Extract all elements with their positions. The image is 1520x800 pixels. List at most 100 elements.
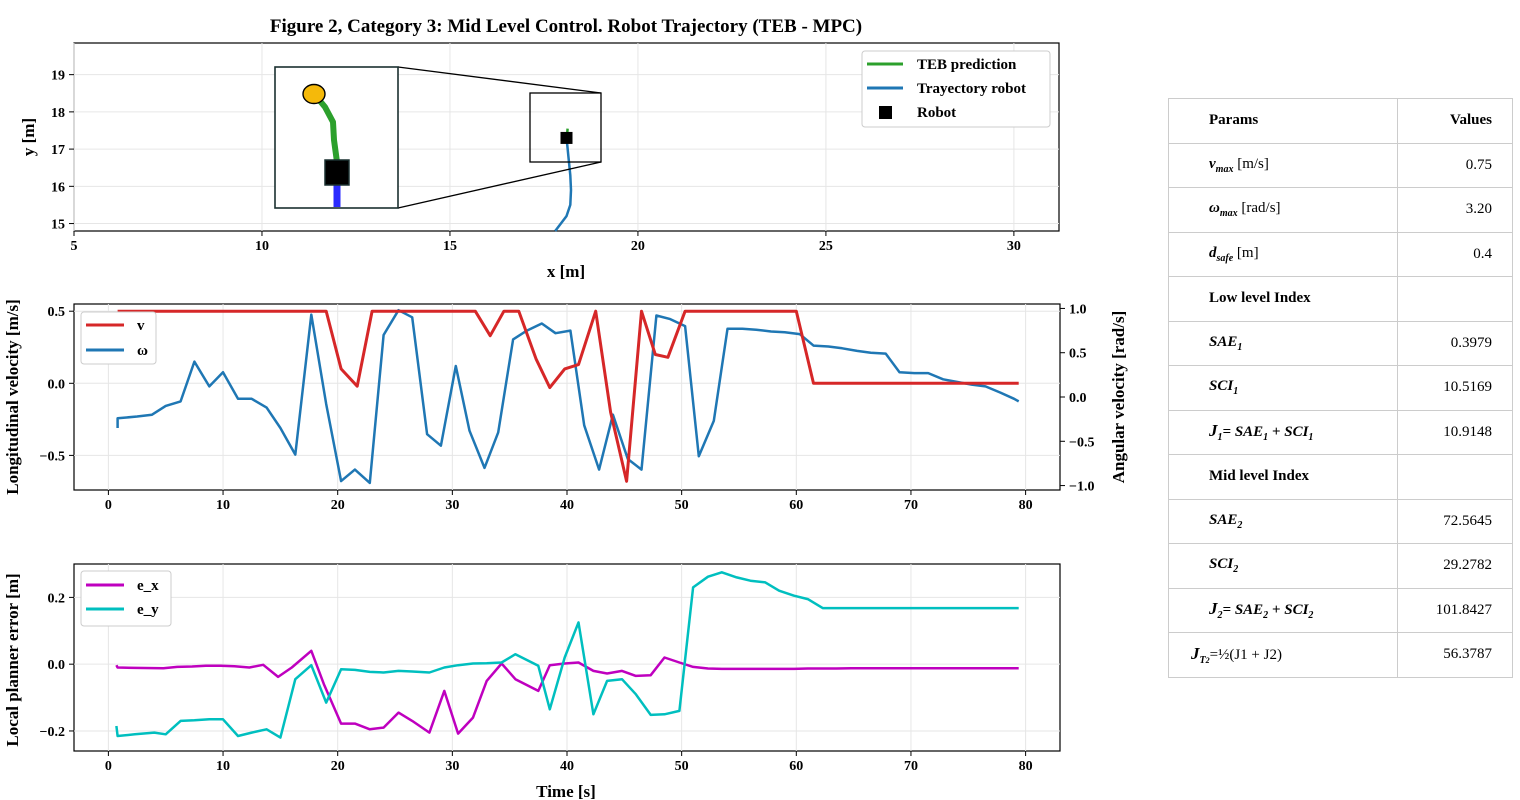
legend-ey-label: e_y	[137, 602, 159, 618]
trajectory-xtick-label: 30	[1007, 239, 1021, 254]
table-row: SCI2 29.2782	[1168, 543, 1513, 589]
empty-cell	[1397, 276, 1513, 322]
angular-ytick-label: 0.5	[1069, 347, 1087, 362]
trajectory-xlabel: x [m]	[547, 262, 585, 281]
error-legend: e_x e_y	[80, 570, 172, 627]
velocity-ytick-label: 0.5	[48, 305, 66, 320]
table-row: dsafe [m] 0.4	[1168, 231, 1513, 277]
index-sae2: SAE2	[1168, 498, 1398, 544]
zoom-inset	[274, 66, 399, 209]
velocity-xtick-label: 70	[904, 498, 918, 513]
velocity-panel: 0 10 20 30 40 50 60 70 80 −0.5 0.0 0.5 −1.0 −0.5 0.0 0.…	[3, 299, 1128, 513]
velocity-xtick-label: 30	[445, 498, 459, 513]
zoom-connector-top	[397, 66, 602, 94]
error-xtick-label: 70	[904, 759, 918, 774]
mid-level-title: Mid level Index	[1168, 454, 1398, 500]
error-ylabel: Local planner error [m]	[3, 573, 22, 746]
table-row: vmax [m/s] 0.75	[1168, 142, 1513, 188]
velocity-ylabel-left: Longitudinal velocity [m/s]	[3, 299, 22, 495]
error-xtick-label: 40	[560, 759, 574, 774]
error-ytick-label: −0.2	[40, 725, 65, 740]
params-table: Params Values vmax [m/s] 0.75 ωmax [rad/…	[1168, 98, 1513, 678]
value-sci2: 29.2782	[1397, 543, 1513, 589]
error-xtick-label: 50	[675, 759, 689, 774]
angular-ytick-label: 0.0	[1069, 391, 1087, 406]
header-values: Values	[1397, 98, 1513, 144]
v-line	[117, 309, 1019, 483]
error-panel: 0 10 20 30 40 50 60 70 80 −0.2 0.0 0.2 Time [s] Loc…	[3, 563, 1061, 800]
velocity-legend: v ω	[80, 311, 157, 365]
error-ytick-label: 0.2	[48, 591, 66, 606]
index-j2: J2= SAE2 + SCI2	[1168, 587, 1398, 633]
velocity-ylabel-right: Angular velocity [rad/s]	[1109, 311, 1128, 484]
error-xlabel: Time [s]	[536, 782, 596, 800]
velocity-xtick-label: 20	[331, 498, 345, 513]
inset-teb-path	[312, 93, 340, 163]
legend-robot-label: Robot	[917, 105, 956, 121]
velocity-xtick-label: 60	[789, 498, 803, 513]
trajectory-xtick-label: 15	[443, 239, 457, 254]
angular-ytick-label: −0.5	[1069, 435, 1094, 450]
trajectory-xtick-label: 5	[71, 239, 78, 254]
index-jt2: JT2=½(J1 + J2)	[1168, 632, 1398, 678]
inset-goal-marker	[302, 83, 326, 105]
table-row: SAE1 0.3979	[1168, 320, 1513, 366]
trajectory-ytick-label: 18	[51, 106, 65, 121]
legend-robot-swatch	[879, 106, 892, 119]
error-xtick-label: 10	[216, 759, 230, 774]
index-j1: J1= SAE1 + SCI1	[1168, 409, 1398, 455]
table-row: SCI1 10.5169	[1168, 365, 1513, 411]
table-header-row: Params Values	[1168, 98, 1513, 144]
inset-robot-marker	[324, 159, 350, 186]
table-row: J1= SAE1 + SCI1 10.9148	[1168, 409, 1513, 455]
velocity-ytick-label: −0.5	[40, 449, 65, 464]
value-j2: 101.8427	[1397, 587, 1513, 633]
zoom-region-box	[529, 92, 602, 163]
param-vmax: vmax [m/s]	[1168, 142, 1398, 188]
value-jt2: 56.3787	[1397, 632, 1513, 678]
trajectory-panel: 5 10 15 20 25 30 15 16 17 18 19 x [m] y [m] TEB pr…	[19, 42, 1060, 281]
value-sci1: 10.5169	[1397, 365, 1513, 411]
legend-trajectory-label: Trayectory robot	[917, 81, 1026, 97]
trajectory-ytick-label: 16	[51, 180, 65, 195]
legend-ex-label: e_x	[137, 578, 159, 594]
trajectory-ylabel: y [m]	[19, 118, 38, 156]
low-level-title: Low level Index	[1168, 276, 1398, 322]
velocity-xtick-label: 40	[560, 498, 574, 513]
index-sae1: SAE1	[1168, 320, 1398, 366]
trajectory-xtick-label: 20	[631, 239, 645, 254]
error-xtick-label: 80	[1019, 759, 1033, 774]
trajectory-ytick-label: 19	[51, 69, 65, 84]
velocity-ytick-label: 0.0	[48, 377, 66, 392]
zoom-connector-bottom	[397, 161, 602, 209]
table-row: ωmax [rad/s] 3.20	[1168, 187, 1513, 233]
legend-teb-label: TEB prediction	[917, 57, 1017, 73]
figure-title: Figure 2, Category 3: Mid Level Control.…	[270, 16, 862, 37]
error-xtick-label: 20	[331, 759, 345, 774]
error-xtick-label: 30	[445, 759, 459, 774]
param-wmax: ωmax [rad/s]	[1168, 187, 1398, 233]
value-j1: 10.9148	[1397, 409, 1513, 455]
velocity-xtick-label: 50	[675, 498, 689, 513]
velocity-xtick-label: 0	[105, 498, 112, 513]
trajectory-ytick-label: 17	[51, 143, 65, 158]
robot-marker	[560, 131, 573, 144]
table-row: J2= SAE2 + SCI2 101.8427	[1168, 587, 1513, 633]
index-sci1: SCI1	[1168, 365, 1398, 411]
table-row: JT2=½(J1 + J2) 56.3787	[1168, 632, 1513, 678]
empty-cell	[1397, 454, 1513, 500]
trajectory-ytick-label: 15	[51, 218, 65, 233]
param-dsafe: dsafe [m]	[1168, 231, 1398, 277]
value-dsafe: 0.4	[1397, 231, 1513, 277]
value-sae1: 0.3979	[1397, 320, 1513, 366]
legend-box	[861, 50, 1051, 128]
legend-omega-label: ω	[137, 343, 148, 359]
angular-ytick-label: 1.0	[1069, 302, 1087, 317]
e-x-line	[115, 649, 1019, 735]
trajectory-legend: TEB prediction Trayectory robot Robot	[861, 50, 1051, 128]
error-ytick-label: 0.0	[48, 658, 66, 673]
inset-robot-history-bar	[333, 184, 341, 207]
velocity-xtick-label: 80	[1019, 498, 1033, 513]
index-sci2: SCI2	[1168, 543, 1398, 589]
